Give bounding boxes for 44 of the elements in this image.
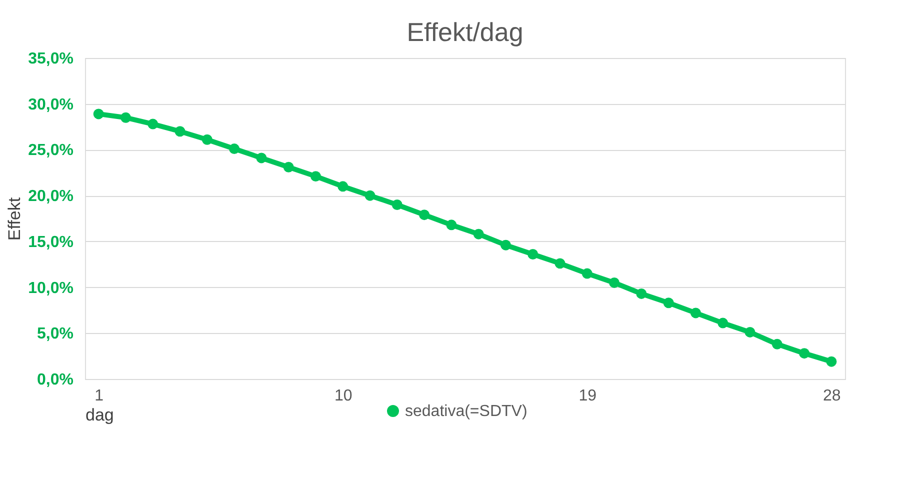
y-axis-title: Effekt: [5, 197, 24, 241]
point: [148, 118, 158, 130]
y-tick-label: 5,0%: [37, 326, 74, 343]
point: [364, 190, 376, 201]
point: [690, 308, 701, 318]
point: [473, 228, 484, 240]
chart-title: Effekt/dag: [406, 17, 524, 47]
point: [554, 258, 566, 269]
point: [744, 326, 756, 338]
y-tick-label: 25,0%: [28, 142, 74, 160]
point: [772, 338, 782, 350]
point: [310, 171, 321, 182]
point: [500, 240, 511, 250]
point: [202, 134, 212, 145]
point: [392, 200, 402, 210]
point: [446, 220, 457, 230]
point: [799, 348, 810, 359]
x-tick-label: 28: [823, 388, 841, 404]
x-tick-label: 10: [334, 388, 352, 404]
point: [528, 249, 538, 260]
point: [93, 108, 104, 120]
point: [636, 288, 647, 299]
point: [582, 268, 592, 279]
point: [229, 144, 240, 154]
point: [663, 298, 674, 308]
point: [826, 356, 837, 367]
y-tick-label: 0,0%: [37, 372, 74, 388]
point: [419, 210, 430, 220]
y-tick-label: 20,0%: [28, 188, 74, 206]
legend-label: sedativa(=SDTV): [405, 403, 528, 420]
point: [174, 126, 186, 137]
point: [718, 318, 728, 328]
point: [256, 152, 267, 164]
x-axis-title: dag: [86, 406, 114, 424]
x-tick-label: 19: [578, 388, 597, 404]
y-tick-label: 15,0%: [28, 234, 74, 251]
point: [283, 162, 294, 172]
point: [120, 112, 131, 123]
y-tick-label: 35,0%: [28, 50, 74, 68]
point: [609, 277, 620, 288]
y-tick-label: 30,0%: [28, 96, 74, 114]
x-tick-label: 1: [94, 388, 104, 404]
point: [338, 181, 348, 192]
y-tick-label: 10,0%: [28, 280, 74, 297]
